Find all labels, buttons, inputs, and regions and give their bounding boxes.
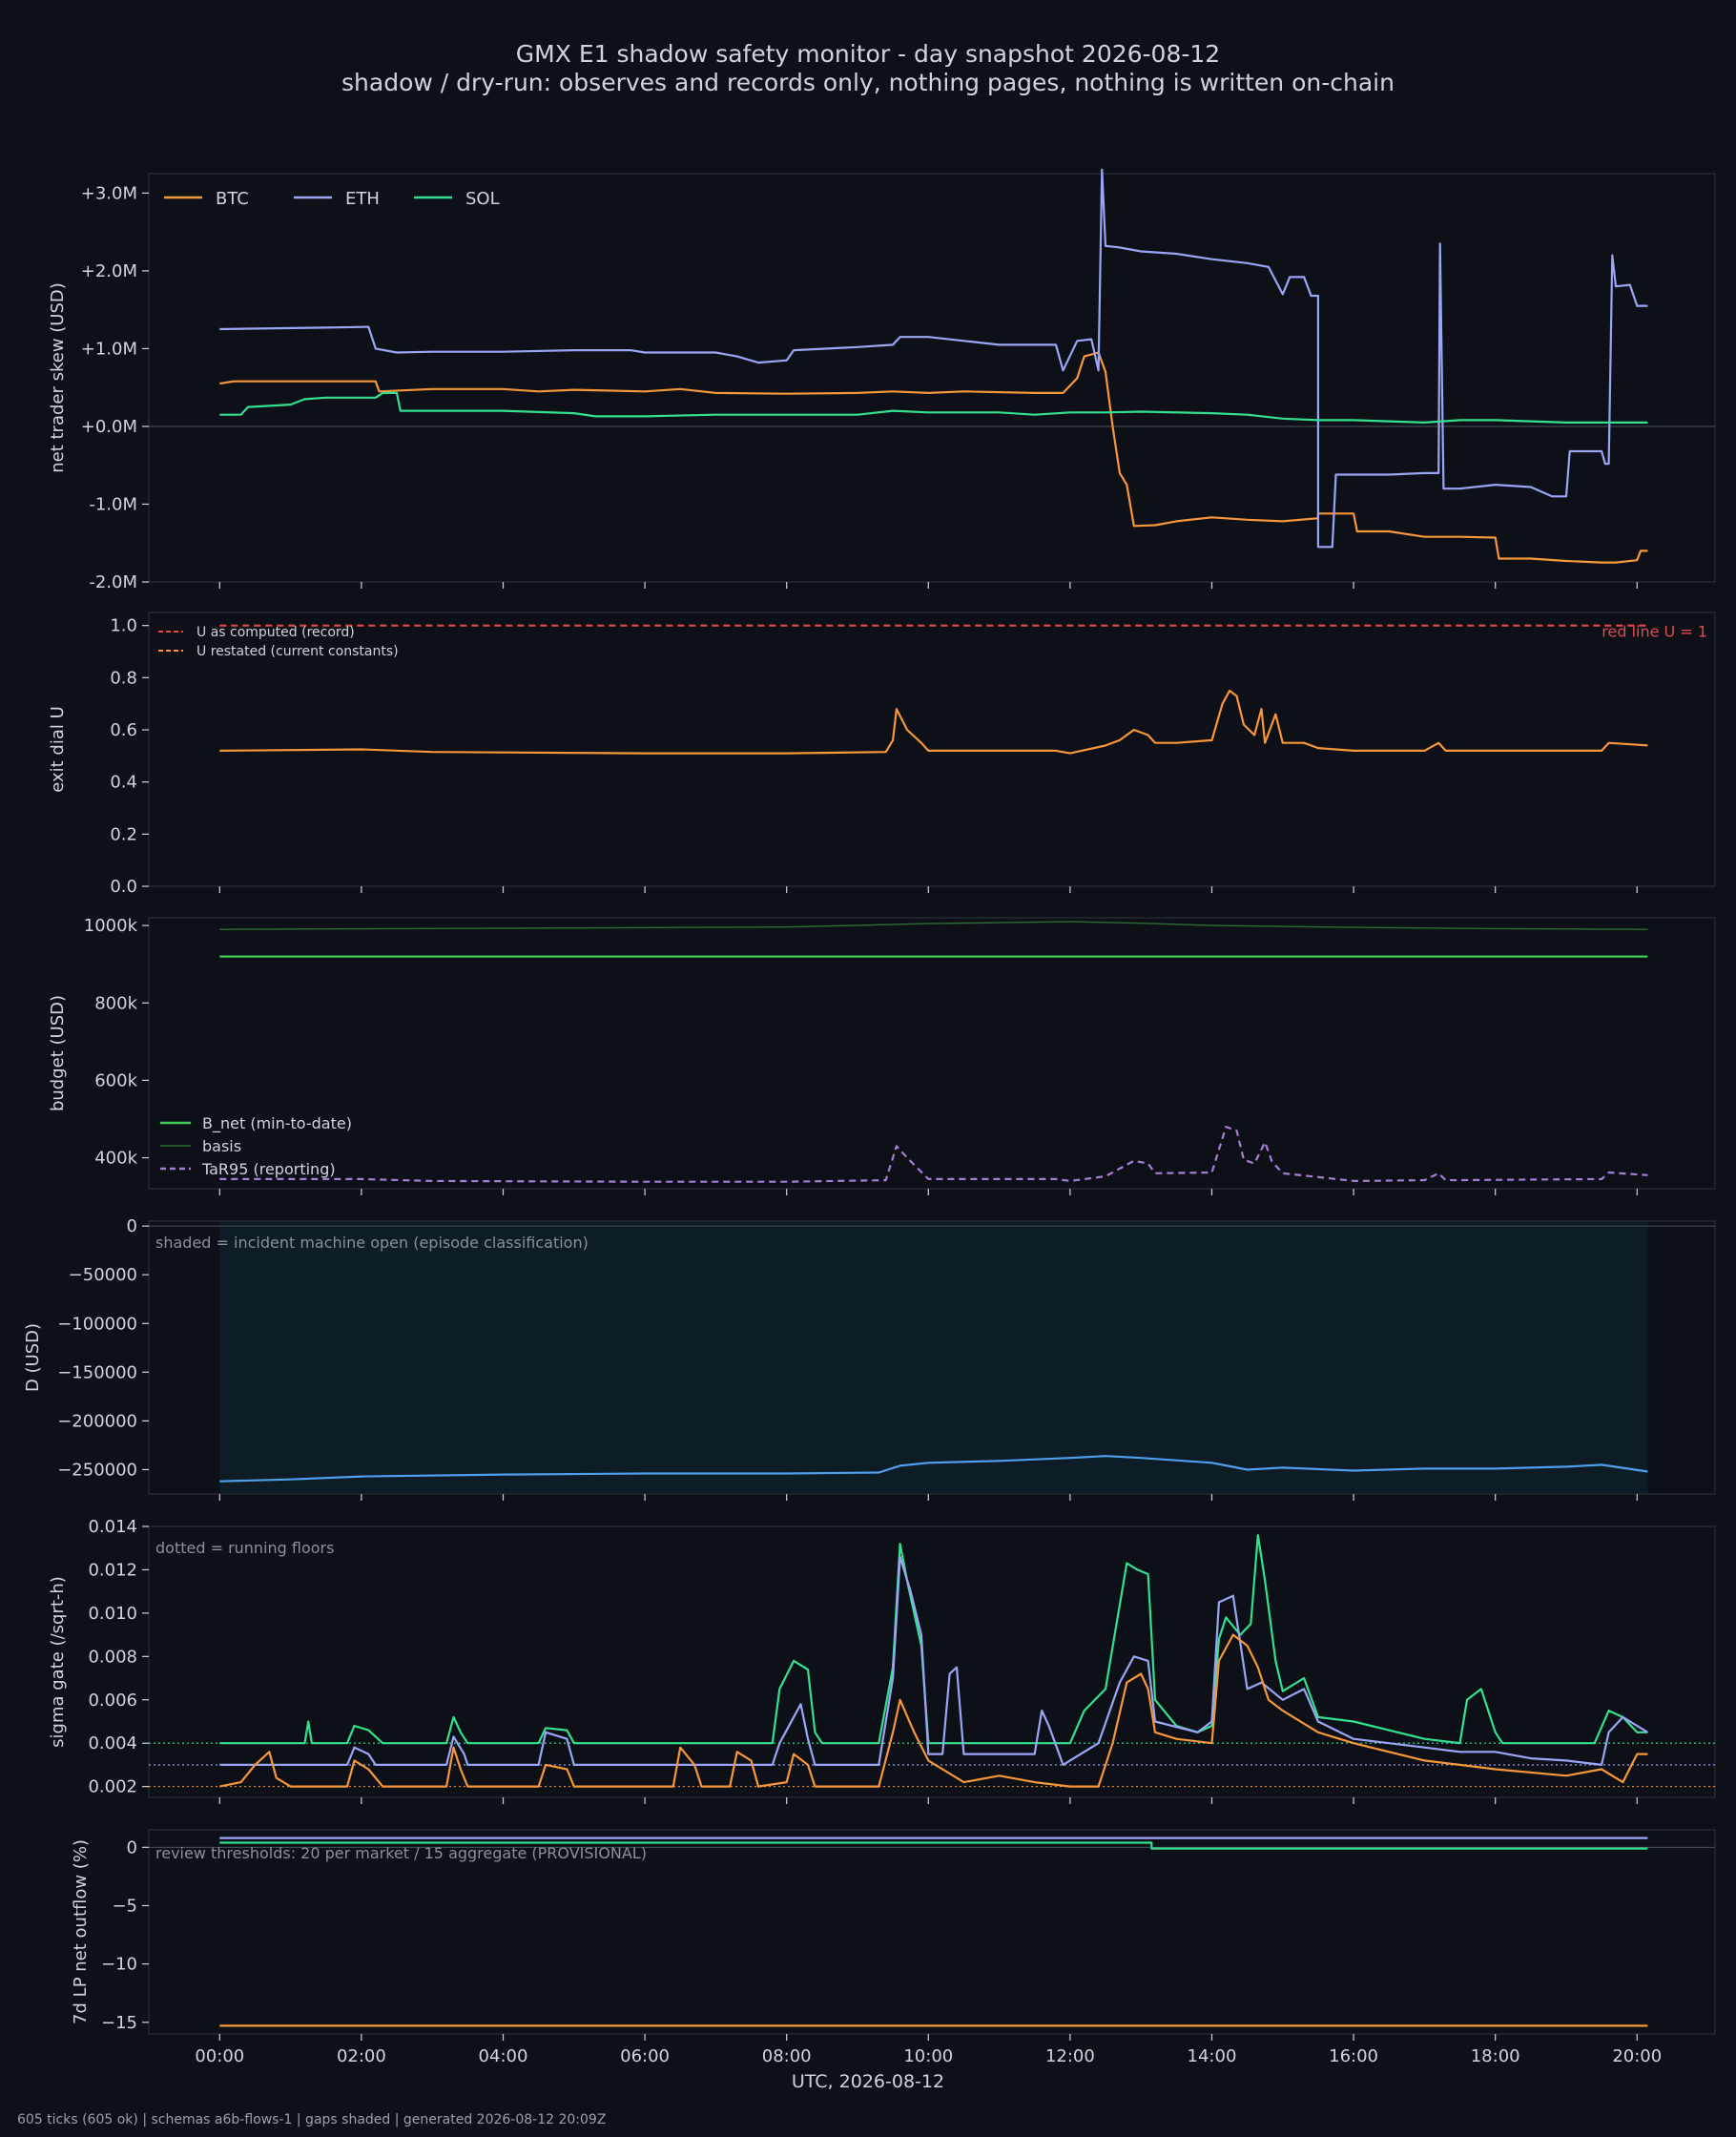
y-tick-label: +3.0M <box>81 183 137 203</box>
y-tick-label: 0 <box>127 1216 137 1236</box>
y-tick-label: 1000k <box>84 916 138 936</box>
chart-subtitle: shadow / dry-run: observes and records o… <box>341 69 1395 96</box>
panel-frame <box>148 1525 1716 1798</box>
x-tick-label: 16:00 <box>1329 2046 1378 2066</box>
chart-title: GMX E1 shadow safety monitor - day snaps… <box>515 40 1221 68</box>
series-line-eth <box>219 1555 1648 1766</box>
panel-3 <box>142 917 1716 1195</box>
y-tick-label: −15 <box>101 2013 137 2033</box>
y-tick-label: 0.6 <box>110 720 137 740</box>
y-tick-label: −250000 <box>57 1460 137 1480</box>
series-line-sol <box>219 1841 1648 1850</box>
x-axis-label: UTC, 2026-08-12 <box>792 2071 944 2092</box>
x-tick-label: 18:00 <box>1471 2046 1520 2066</box>
y-tick-label: 0.002 <box>88 1777 137 1797</box>
legend-label: TaR95 (reporting) <box>201 1160 336 1178</box>
legend-label: basis <box>202 1137 241 1155</box>
y-tick-label: 0.2 <box>110 824 137 844</box>
legend-label: B_net (min-to-date) <box>202 1114 352 1133</box>
y-tick-label: +2.0M <box>81 261 137 281</box>
x-tick-label: 02:00 <box>337 2046 386 2066</box>
panel-frame <box>148 612 1716 887</box>
y-tick-label: 0.006 <box>88 1691 137 1711</box>
legend-label: U as computed (record) <box>196 625 355 640</box>
legend-label: ETH <box>345 189 380 209</box>
series-line-sol <box>219 1534 1648 1745</box>
y-axis-label: budget (USD) <box>48 995 68 1111</box>
x-tick-label: 06:00 <box>620 2046 670 2066</box>
panel-1 <box>142 168 1716 589</box>
red-line-label: red line U = 1 <box>1602 623 1707 641</box>
y-tick-label: 0.0 <box>110 877 137 897</box>
panel-frame <box>148 173 1716 583</box>
y-tick-label: 600k <box>94 1070 137 1090</box>
panel-4 <box>142 1220 1716 1501</box>
series-line-eth <box>219 168 1648 549</box>
legend-label: BTC <box>216 189 249 209</box>
y-axis-label: sigma gate (/sqrt-h) <box>48 1576 68 1748</box>
panel-annotation: shaded = incident machine open (episode … <box>155 1234 589 1252</box>
y-tick-label: 0.4 <box>110 773 137 793</box>
y-tick-label: −150000 <box>57 1362 137 1382</box>
x-tick-label: 08:00 <box>762 2046 812 2066</box>
y-tick-label: 1.0 <box>110 616 137 636</box>
x-tick-label: 10:00 <box>903 2046 953 2066</box>
y-tick-label: −5 <box>112 1896 137 1916</box>
y-tick-label: −10 <box>101 1955 137 1975</box>
y-tick-label: +0.0M <box>81 417 137 437</box>
y-tick-label: 0.8 <box>110 668 137 688</box>
series-line-u-restated-current-constants- <box>219 689 1648 755</box>
legend-label: SOL <box>465 189 500 209</box>
series-line-btc <box>219 1633 1648 1788</box>
y-tick-label: 0.012 <box>88 1560 137 1580</box>
x-tick-label: 00:00 <box>195 2046 244 2066</box>
shaded-region <box>219 1222 1648 1493</box>
y-axis-label: exit dial U <box>48 706 68 793</box>
y-tick-label: 0 <box>127 1837 137 1857</box>
y-tick-label: 0.004 <box>88 1733 137 1753</box>
y-tick-label: 400k <box>94 1149 137 1169</box>
y-tick-label: -1.0M <box>89 494 137 514</box>
panel-2 <box>142 612 1716 893</box>
panel-5 <box>142 1525 1716 1804</box>
x-tick-label: 12:00 <box>1045 2046 1095 2066</box>
y-tick-label: +1.0M <box>81 339 137 359</box>
footer-status: 605 ticks (605 ok) | schemas a6b-flows-1… <box>17 2112 607 2127</box>
y-tick-label: 0.014 <box>88 1517 137 1537</box>
series-line-sol <box>219 391 1648 424</box>
panel-frame <box>148 1829 1716 2035</box>
y-tick-label: −50000 <box>69 1265 137 1285</box>
y-tick-label: −100000 <box>57 1314 137 1334</box>
panel-annotation: review thresholds: 20 per market / 15 ag… <box>155 1844 647 1862</box>
y-tick-label: -2.0M <box>89 572 137 592</box>
panel-annotation: dotted = running floors <box>155 1539 334 1557</box>
y-tick-label: −200000 <box>57 1411 137 1431</box>
y-tick-label: 0.010 <box>88 1604 137 1624</box>
panel-frame <box>148 917 1716 1190</box>
x-tick-label: 20:00 <box>1612 2046 1662 2066</box>
series-line-d <box>219 1455 1648 1483</box>
y-tick-label: 0.008 <box>88 1647 137 1667</box>
y-axis-label: D (USD) <box>23 1323 43 1392</box>
series-line-btc <box>219 351 1648 564</box>
x-tick-label: 04:00 <box>479 2046 528 2066</box>
legend-label: U restated (current constants) <box>196 644 399 659</box>
y-axis-label: 7d LP net outflow (%) <box>71 1839 91 2024</box>
y-axis-label: net trader skew (USD) <box>48 282 68 473</box>
x-tick-label: 14:00 <box>1188 2046 1237 2066</box>
series-line-basis <box>219 921 1648 930</box>
panel-6 <box>142 1829 1716 2041</box>
y-tick-label: 800k <box>94 993 137 1013</box>
series-line-tar95-reporting- <box>219 1126 1648 1183</box>
panel-frame <box>148 1220 1716 1495</box>
